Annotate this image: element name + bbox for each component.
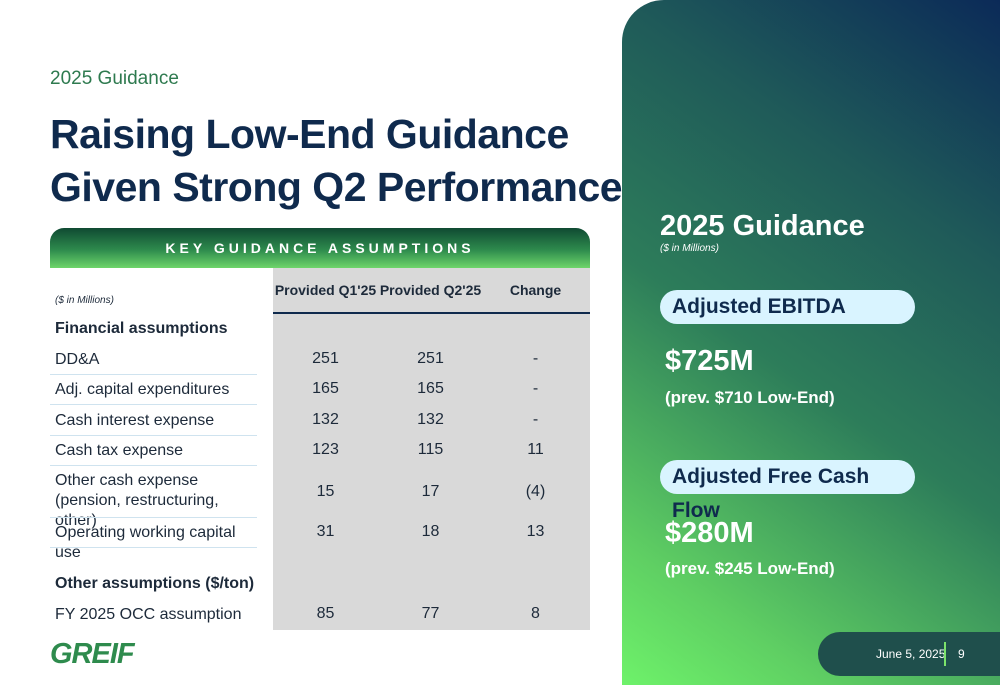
cell-q1: 123	[312, 441, 339, 458]
column-header-q2: Provided Q2'25	[379, 282, 482, 298]
guidance-table: KEY GUIDANCE ASSUMPTIONS Provided Q1'25 …	[50, 228, 590, 630]
metric-prev-fcf: (prev. $245 Low-End)	[665, 559, 835, 578]
title-line-2: Given Strong Q2 Performance	[50, 164, 623, 210]
cell-q1: 15	[316, 483, 335, 500]
cell-q1: 251	[312, 350, 339, 367]
row-label: Operating working capital use	[55, 524, 236, 561]
cell-q2: 251	[417, 350, 444, 367]
cell-q1: 85	[316, 605, 335, 622]
footer-divider	[944, 642, 946, 666]
metric-value-fcf: $280M	[665, 517, 754, 549]
cell-q2: 18	[421, 523, 440, 540]
cell-q2: 165	[417, 380, 444, 397]
row-divider	[50, 465, 257, 466]
column-header-underline	[273, 312, 590, 314]
row-divider	[50, 435, 257, 436]
row-divider	[50, 547, 257, 548]
row-divider	[50, 374, 257, 375]
row-divider	[50, 517, 257, 518]
cell-change: -	[532, 411, 539, 428]
guidance-panel	[622, 0, 1000, 685]
title-line-1: Raising Low-End Guidance	[50, 111, 569, 157]
panel-subtitle: ($ in Millions)	[660, 243, 719, 254]
cell-change: 13	[526, 523, 545, 540]
row-label: Cash tax expense	[55, 442, 184, 459]
metric-pill-ebitda: Adjusted EBITDA	[660, 290, 915, 324]
column-header-change: Change	[509, 282, 562, 298]
section-heading-label: Financial assumptions	[55, 320, 228, 337]
logo-text: GREIF	[50, 638, 135, 670]
page-number: 9	[958, 647, 965, 661]
eyebrow-label: 2025 Guidance	[50, 68, 179, 89]
cell-change: (4)	[525, 483, 546, 500]
cell-change: 8	[531, 605, 540, 622]
cell-q1: 165	[312, 380, 339, 397]
cell-change: -	[532, 380, 539, 397]
row-label: DD&A	[55, 351, 100, 368]
row-divider	[50, 404, 257, 405]
row-label: FY 2025 OCC assumption	[55, 606, 242, 623]
row-label: Adj. capital expenditures	[55, 381, 230, 398]
panel-title: 2025 Guidance	[660, 210, 865, 242]
table-banner: KEY GUIDANCE ASSUMPTIONS	[50, 228, 590, 268]
footer-badge: June 5, 2025 9	[818, 632, 1000, 676]
column-header-q1: Provided Q1'25	[274, 282, 377, 298]
cell-q1: 31	[316, 523, 335, 540]
cell-q2: 115	[417, 441, 444, 458]
row-label: Other cash expense (pension, restructuri…	[55, 472, 219, 529]
cell-q2: 77	[421, 605, 440, 622]
cell-q2: 132	[417, 411, 444, 428]
table-values-background	[273, 268, 590, 630]
page-title: Raising Low-End Guidance Given Strong Q2…	[50, 108, 630, 214]
cell-q2: 17	[421, 483, 440, 500]
greif-logo: GREIF	[50, 638, 135, 671]
cell-change: 11	[527, 441, 544, 458]
cell-q1: 132	[312, 411, 339, 428]
metric-pill-fcf: Adjusted Free Cash Flow	[660, 460, 915, 522]
row-label: Cash interest expense	[55, 412, 215, 429]
footer-date: June 5, 2025	[876, 647, 946, 661]
cell-change: -	[532, 350, 539, 367]
unit-label: ($ in Millions)	[55, 295, 114, 306]
metric-value-ebitda: $725M	[665, 345, 754, 377]
metric-prev-ebitda: (prev. $710 Low-End)	[665, 388, 835, 407]
section-heading-label: Other assumptions ($/ton)	[55, 575, 255, 592]
